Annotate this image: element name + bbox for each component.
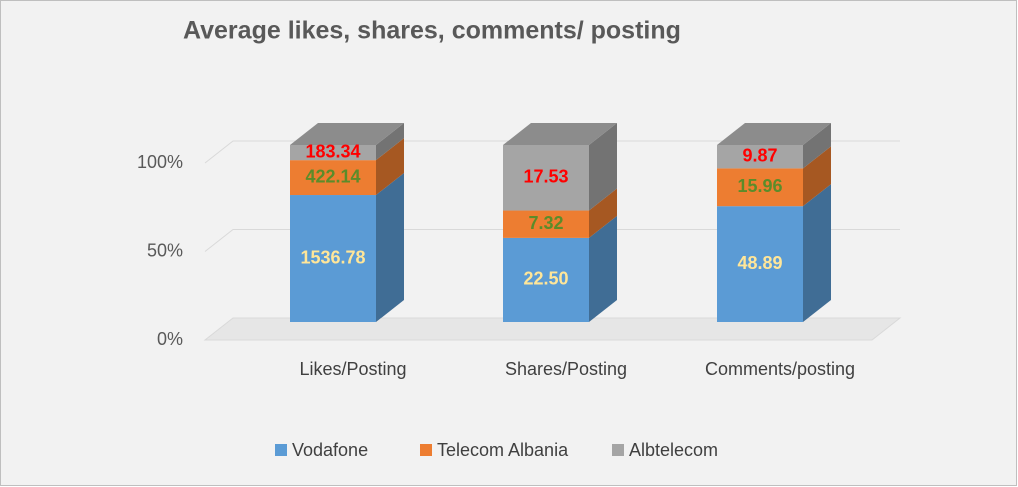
x-tick-label: Shares/Posting [505,359,627,379]
bar-side [376,138,404,196]
data-label: 9.87 [742,145,777,165]
data-label: 15.96 [737,176,782,196]
bar-front [290,160,376,196]
bar-top [717,123,831,145]
data-label: 48.89 [737,253,782,273]
bar-segment [503,123,617,211]
bar-front [503,145,589,211]
bar-side [376,173,404,322]
bar-front [503,210,589,238]
bar-segment [717,123,831,169]
data-label: 183.34 [305,141,360,161]
y-tick-label: 50% [147,240,183,260]
x-tick-label: Comments/posting [705,359,855,379]
bar-segment [290,138,404,196]
bar-top [503,123,617,145]
data-label: 7.32 [528,213,563,233]
bar-front [290,145,376,161]
bar-front [503,237,589,322]
data-label: 22.50 [523,269,568,289]
bar-front [290,195,376,322]
bar-segment [290,173,404,322]
bar-side [803,146,831,207]
bar-top [290,123,404,145]
grid-line [204,229,900,252]
legend-swatch [420,444,432,456]
bar-front [717,168,803,207]
bar-side [589,123,617,211]
legend-label: Telecom Albania [437,440,569,460]
bar-segment [290,123,404,161]
y-tick-label: 100% [137,152,183,172]
legend-label: Vodafone [292,440,368,460]
bar-side [803,123,831,169]
legend-swatch [275,444,287,456]
bar-segment [717,146,831,207]
floor [203,317,902,341]
data-label: 422.14 [305,166,360,186]
data-label: 17.53 [523,167,568,187]
data-label: 1536.78 [300,247,365,267]
bar-front [717,206,803,322]
chart-title: Average likes, shares, comments/ posting [183,17,681,45]
bar-side [589,188,617,238]
y-tick-label: 0% [157,329,183,349]
bar-side [803,184,831,322]
bar-segment [503,215,617,322]
x-tick-label: Likes/Posting [299,359,406,379]
bar-front [717,145,803,169]
bar-side [589,215,617,322]
bar-segment [717,184,831,322]
grid-line [204,140,900,164]
bar-side [376,123,404,161]
bar-segment [503,188,617,238]
legend-swatch [612,444,624,456]
legend-label: Albtelecom [629,440,718,460]
